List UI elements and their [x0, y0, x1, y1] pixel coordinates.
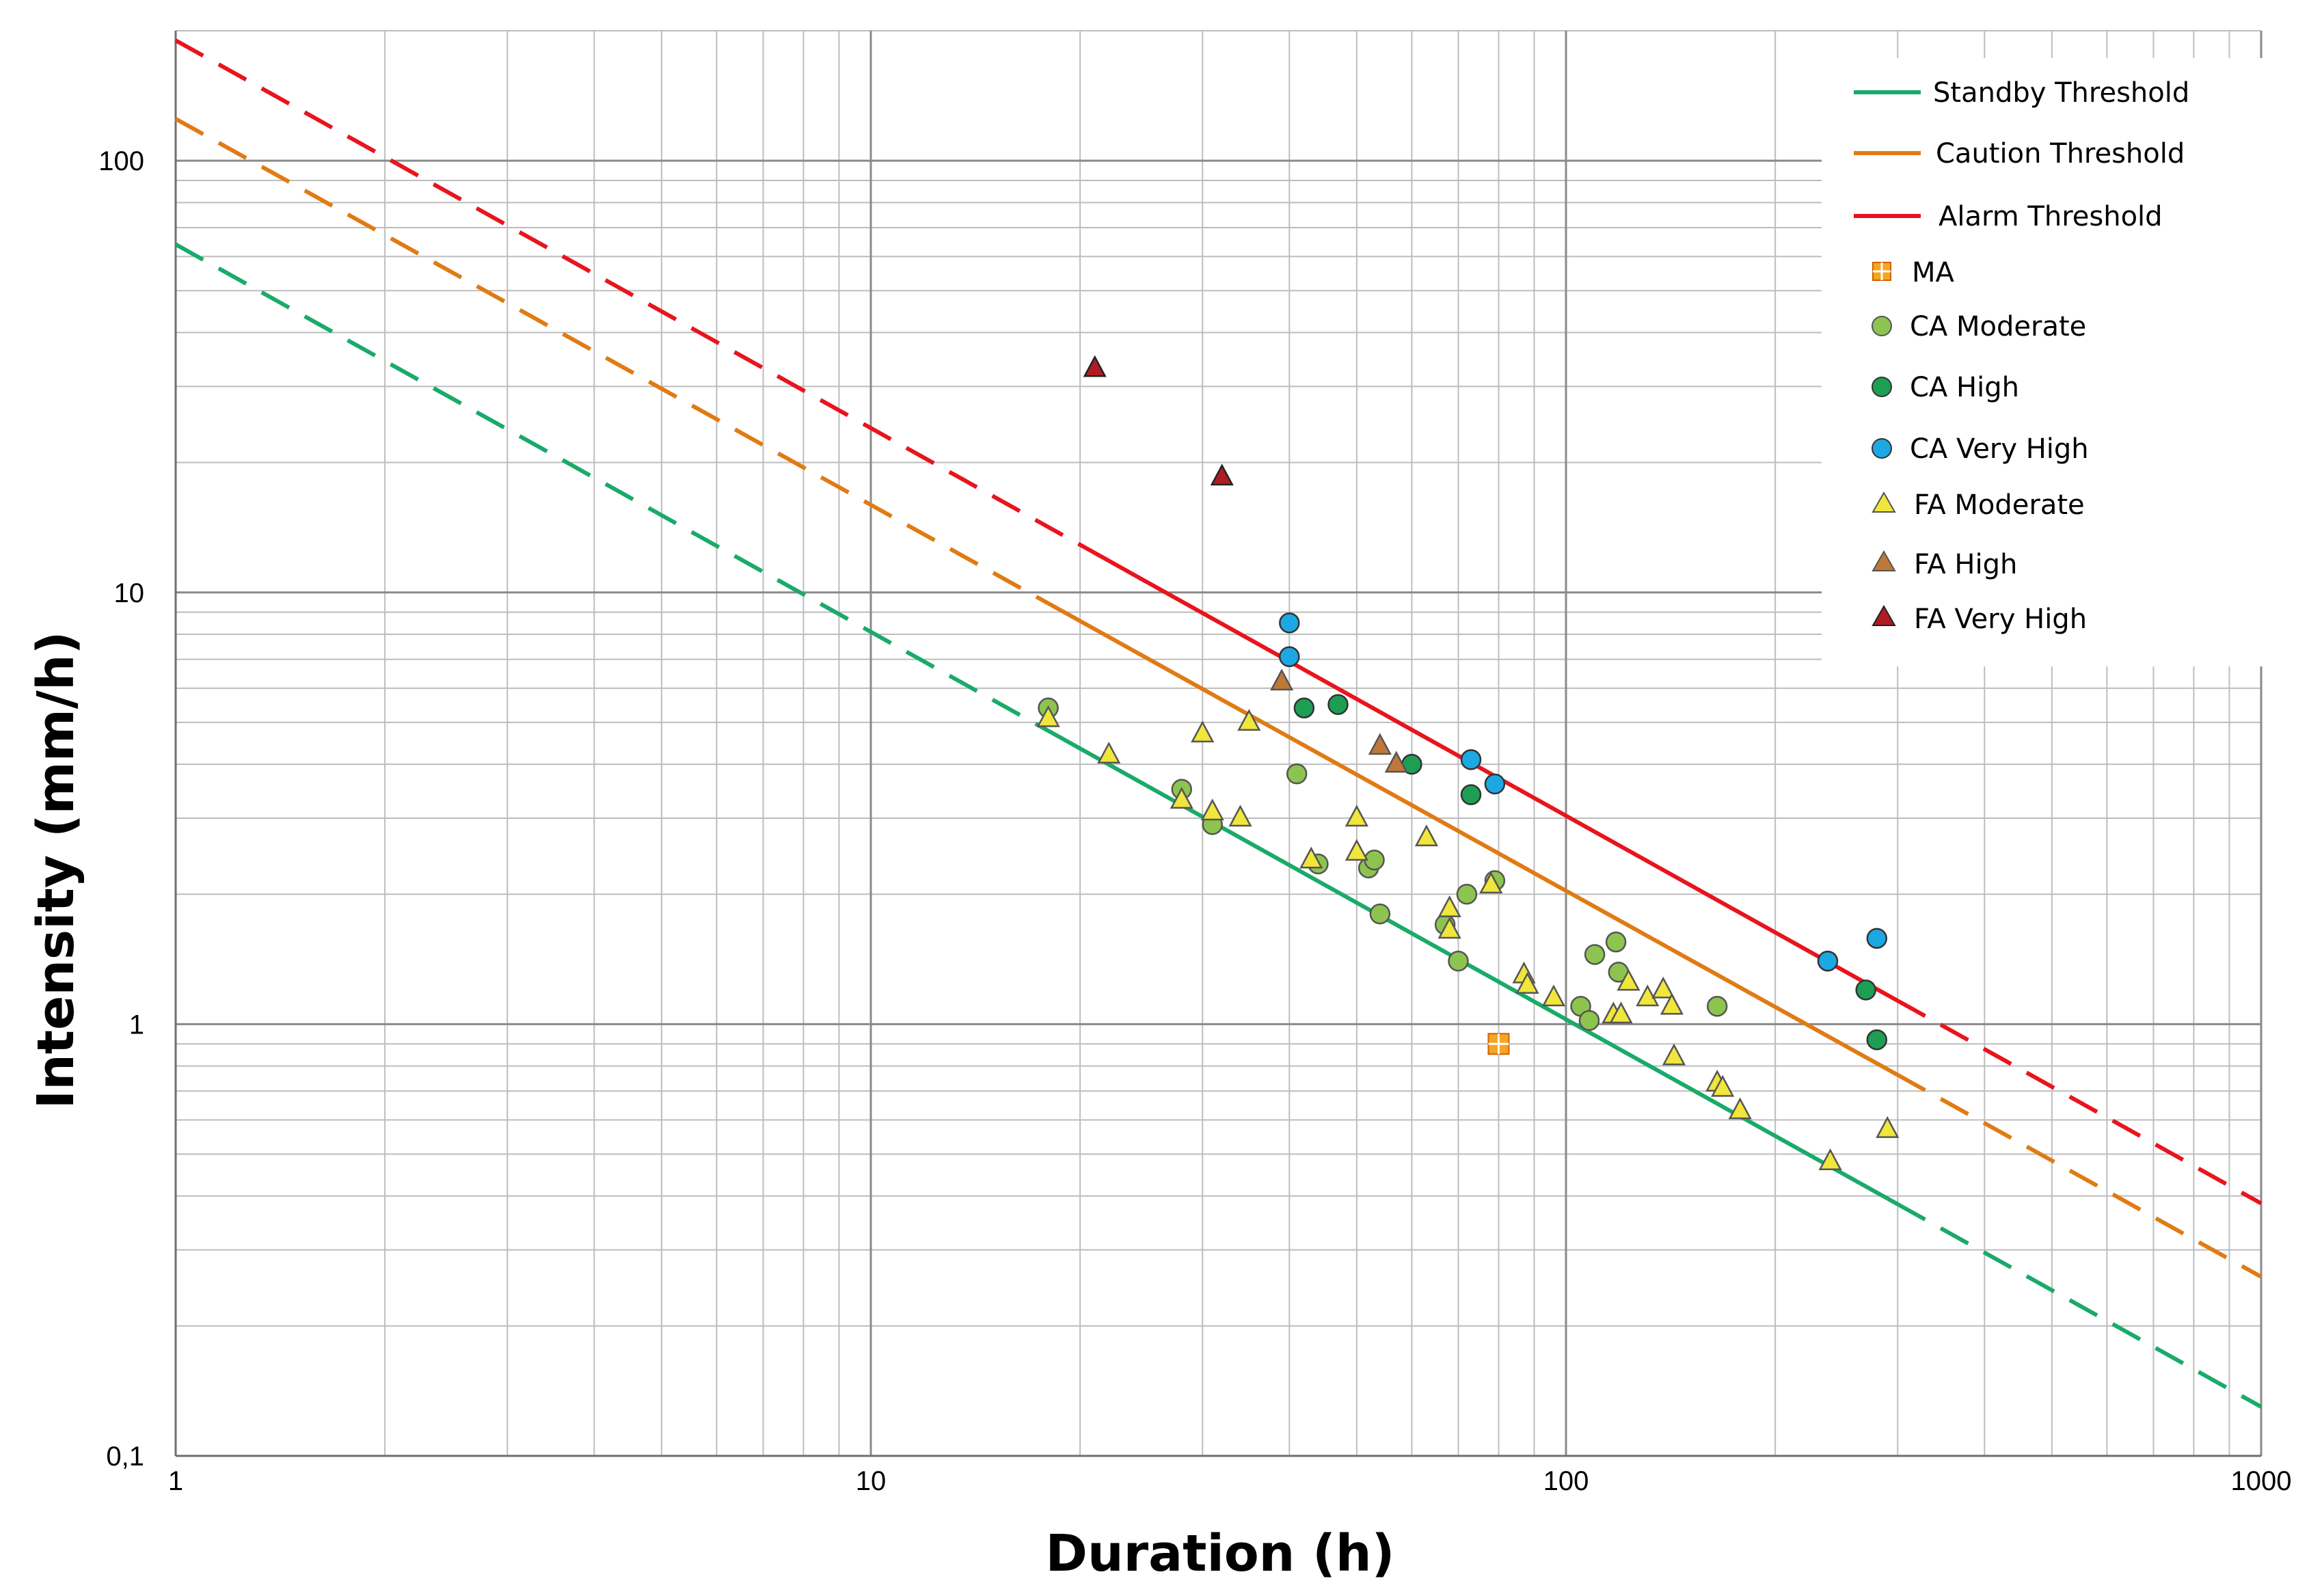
legend-label-ca-very-high: CA Very High — [1910, 433, 2089, 465]
legend-item-ma: MA — [1872, 257, 1955, 288]
caution-threshold-dashed-end — [1896, 1073, 2263, 1279]
fa-moderate-point — [1479, 871, 1503, 894]
legend-item-fa-high: FA High — [1872, 549, 2017, 580]
fa-moderate-point — [1662, 1043, 1686, 1066]
legend-label-ca-high: CA High — [1910, 372, 2019, 403]
legend-item-ca-very-high: CA Very High — [1872, 433, 2089, 465]
fa-moderate-point — [1170, 787, 1193, 809]
ma-point — [1487, 1033, 1510, 1055]
fa-moderate-point — [1660, 992, 1684, 1015]
data-points — [1036, 355, 1900, 1170]
alarm-threshold-dashed-start — [174, 38, 1096, 555]
fa-moderate-point — [1437, 917, 1461, 939]
x-tick-label: 1 — [168, 1466, 183, 1496]
fa-moderate-point — [1414, 824, 1439, 847]
ca-moderate-point — [1578, 1010, 1600, 1031]
fa-moderate-point — [1541, 984, 1566, 1007]
fa-high-point — [1270, 668, 1294, 691]
alarm-threshold-dashed-end — [1896, 999, 2263, 1206]
fa-very-high-point — [1210, 463, 1234, 486]
legend-item-caution: Caution Threshold — [1854, 138, 2185, 170]
ca-high-point — [1327, 694, 1349, 716]
legend-label-fa-moderate: FA Moderate — [1914, 489, 2085, 521]
legend-label-caution: Caution Threshold — [1936, 138, 2185, 170]
fa-moderate-point — [1345, 804, 1368, 827]
fa-moderate-point — [1036, 705, 1060, 727]
ca-high-point — [1866, 1029, 1888, 1051]
fa-moderate-point — [1097, 742, 1121, 763]
ca-moderate-point — [1448, 950, 1469, 972]
fa-moderate-point — [1651, 976, 1675, 999]
ca-very-high-point — [1484, 773, 1506, 795]
fa-moderate-point — [1237, 709, 1261, 731]
fa-moderate-point — [1711, 1074, 1735, 1097]
fa-moderate-point — [1515, 971, 1539, 994]
fa-moderate-point — [1876, 1115, 1900, 1138]
fa-moderate-point — [1299, 846, 1323, 869]
ca-very-high-point — [1460, 749, 1482, 770]
ca-high-point — [1293, 697, 1315, 719]
y-tick-label: 10 — [114, 578, 145, 608]
legend-item-fa-moderate: FA Moderate — [1872, 489, 2085, 521]
fa-high-point — [1384, 750, 1408, 773]
ca-moderate-point — [1605, 931, 1627, 953]
y-tick-label: 0,1 — [106, 1442, 144, 1472]
fa-moderate-point — [1191, 720, 1215, 743]
fa-very-high-point — [1083, 355, 1107, 377]
legend-label-fa-high: FA High — [1914, 549, 2017, 580]
ca-very-high-point — [1279, 646, 1300, 667]
legend-item-standby: Standby Threshold — [1854, 77, 2189, 109]
caution-threshold-dashed-start — [174, 117, 1050, 606]
x-tick-label: 10 — [856, 1466, 887, 1496]
y-tick-label: 100 — [98, 146, 144, 176]
legend-label-fa-very-high: FA Very High — [1914, 604, 2087, 635]
ca-very-high-point — [1817, 950, 1839, 972]
fa-moderate-point — [1728, 1097, 1752, 1120]
fa-moderate-point — [1200, 798, 1224, 821]
fa-moderate-point — [1636, 984, 1660, 1007]
fa-moderate-point — [1228, 804, 1252, 827]
x-axis-title: Duration (h) — [1046, 1524, 1395, 1583]
y-axis-ticks: 0,1 1 10 100 — [98, 146, 144, 1472]
fa-moderate-point — [1609, 1001, 1633, 1024]
legend-label-ma: MA — [1912, 257, 1955, 288]
ca-moderate-point — [1706, 995, 1728, 1017]
ca-high-point — [1855, 979, 1876, 1001]
fa-moderate-point — [1345, 839, 1368, 861]
x-tick-label: 1000 — [2231, 1466, 2292, 1496]
legend: Standby Threshold Caution Threshold Alar… — [1822, 58, 2273, 666]
y-tick-label: 1 — [129, 1010, 144, 1040]
standby-threshold-dashed-end — [1896, 1202, 2263, 1409]
ca-very-high-point — [1866, 928, 1888, 949]
standby-threshold-dashed-start — [174, 242, 1050, 733]
ca-moderate-point — [1584, 944, 1606, 965]
legend-item-fa-very-high: FA Very High — [1872, 604, 2087, 635]
x-axis-ticks: 1 10 100 1000 — [168, 1466, 2292, 1496]
ca-moderate-point — [1369, 903, 1391, 925]
ca-very-high-point — [1279, 612, 1300, 634]
x-tick-label: 100 — [1543, 1466, 1589, 1496]
y-axis-title: Intensity (mm/h) — [27, 632, 85, 1109]
legend-label-ca-moderate: CA Moderate — [1910, 311, 2086, 342]
legend-item-ca-high: CA High — [1872, 372, 2019, 403]
fa-moderate-point — [1818, 1148, 1842, 1170]
legend-item-alarm: Alarm Threshold — [1854, 201, 2163, 232]
ca-moderate-point — [1456, 883, 1478, 905]
legend-label-standby: Standby Threshold — [1933, 77, 2189, 109]
fa-moderate-point — [1617, 969, 1640, 991]
legend-item-ca-moderate: CA Moderate — [1872, 311, 2086, 342]
legend-label-alarm: Alarm Threshold — [1939, 201, 2163, 232]
threshold-lines — [174, 38, 2263, 1409]
fa-moderate-point — [1437, 895, 1461, 917]
fa-high-point — [1368, 733, 1392, 755]
standby-threshold-solid — [1047, 729, 1899, 1206]
legend-background — [1822, 58, 2273, 666]
ca-moderate-point — [1286, 763, 1308, 785]
caution-threshold-solid — [1047, 601, 1899, 1077]
ca-high-point — [1460, 784, 1482, 805]
